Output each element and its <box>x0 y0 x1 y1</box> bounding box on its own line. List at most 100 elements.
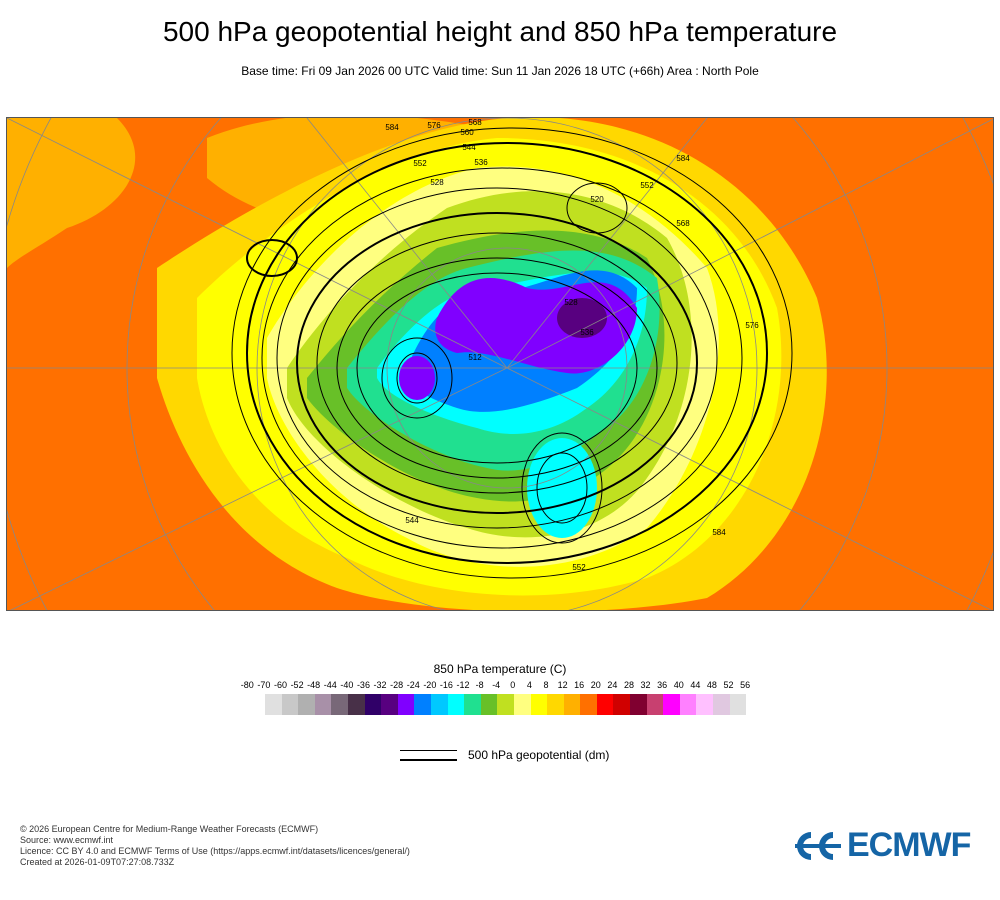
legend-tick-label: 8 <box>543 680 549 690</box>
legend-color-swatch <box>414 694 431 715</box>
legend-tick-label: -60 <box>273 680 287 690</box>
footer-credits: © 2026 European Centre for Medium-Range … <box>20 824 410 868</box>
legend-tick-label: 48 <box>706 680 717 690</box>
legend-color-swatch <box>596 694 614 715</box>
legend-color-swatch <box>663 694 680 715</box>
ecmwf-logo: ECMWF <box>795 826 971 865</box>
legend-tick-label: 20 <box>590 680 601 690</box>
legend-tick-label: -44 <box>323 680 337 690</box>
legend-tick-label: 0 <box>510 680 516 690</box>
contour-label: 528 <box>430 178 444 187</box>
legend-color-swatch <box>430 694 448 715</box>
legend-title: 850 hPa temperature (C) <box>433 662 567 676</box>
contour-label: 560 <box>460 128 474 137</box>
legend-tick-label: 12 <box>557 680 568 690</box>
legend-tick-label: 36 <box>657 680 668 690</box>
ecmwf-logo-icon <box>795 831 841 860</box>
legend-tick-label: 4 <box>526 680 532 690</box>
north-pole-map: 584 576 568 560 552 544 536 528 520 512 … <box>6 117 994 611</box>
geopotential-legend-label: 500 hPa geopotential (dm) <box>468 748 610 762</box>
legend-color-swatch <box>381 694 398 715</box>
contour-label: 536 <box>474 158 488 167</box>
legend-color-swatch <box>331 694 348 715</box>
legend-color-swatch <box>281 694 299 715</box>
contour-label: 584 <box>676 154 690 163</box>
legend-tick-label: -40 <box>340 680 354 690</box>
ecmwf-logo-text: ECMWF <box>847 826 971 864</box>
contour-label: 536 <box>580 328 594 337</box>
legend-tick-label: 32 <box>640 680 651 690</box>
source-line: Source: www.ecmwf.int <box>20 835 114 845</box>
legend-color-swatch <box>696 694 714 715</box>
contour-label: 552 <box>572 563 586 572</box>
legend-color-swatch <box>464 694 481 715</box>
legend-tick-label: -24 <box>406 680 420 690</box>
legend-ticks: -80 -70 -60 -52 -48 -44 -40 -36 -32 -28 -24 -20 -16-… <box>239 680 753 690</box>
legend-color-swatch <box>563 694 581 715</box>
legend-tick-label: -28 <box>390 680 404 690</box>
legend-color-swatch <box>314 694 332 715</box>
contour-label: 552 <box>640 181 654 190</box>
licence-line: Licence: CC BY 4.0 and ECMWF Terms of Us… <box>20 846 410 856</box>
legend-color-swatch <box>646 694 664 715</box>
created-line: Created at 2026-01-09T07:27:08.733Z <box>20 857 175 867</box>
legend-color-swatch <box>513 694 531 715</box>
contour-label: 568 <box>468 118 482 127</box>
legend-tick-label: -70 <box>257 680 271 690</box>
legend-tick-label: 16 <box>574 680 585 690</box>
legend-tick-label: 28 <box>623 680 634 690</box>
legend-tick-label: -80 <box>240 680 254 690</box>
map-canvas: 584 576 568 560 552 544 536 528 520 512 … <box>7 118 993 610</box>
legend-color-swatch <box>547 694 564 715</box>
purple-region <box>399 356 435 400</box>
legend-tick-label: 44 <box>690 680 701 690</box>
deep-purple-region <box>557 298 607 338</box>
legend-color-swatch <box>729 694 747 715</box>
legend-tick-label: -8 <box>475 680 484 690</box>
copyright-line: © 2026 European Centre for Medium-Range … <box>20 824 319 834</box>
legend-tick-label: -4 <box>492 680 501 690</box>
contour-label: 520 <box>590 195 604 204</box>
geopotential-legend: 500 hPa geopotential (dm) <box>400 748 609 762</box>
legend-color-swatch <box>613 694 631 715</box>
legend-colorbar <box>265 694 747 715</box>
legend-color-swatch <box>480 694 498 715</box>
contour-label: 584 <box>385 123 399 132</box>
legend-color-swatch <box>364 694 382 715</box>
contour-label: 544 <box>405 516 419 525</box>
contour-label: 512 <box>468 353 482 362</box>
contour-label: 528 <box>564 298 578 307</box>
contour-label: 584 <box>712 528 726 537</box>
legend-color-swatch <box>713 694 730 715</box>
legend-tick-label: -16 <box>439 680 453 690</box>
legend-tick-label: -36 <box>356 680 370 690</box>
contour-line-sample <box>400 748 457 762</box>
legend-tick-label: -52 <box>290 680 304 690</box>
contour-label: 576 <box>427 121 441 130</box>
legend-tick-label: -12 <box>456 680 470 690</box>
legend-color-swatch <box>679 694 697 715</box>
contour-labels: 584 576 568 560 552 544 536 528 520 512 … <box>385 118 759 572</box>
legend-tick-label: 52 <box>723 680 734 690</box>
geopotential-contours <box>231 127 793 579</box>
legend-color-swatch <box>447 694 465 715</box>
contour-label: 544 <box>462 143 476 152</box>
legend-color-swatch <box>630 694 647 715</box>
warm-patch <box>7 118 136 268</box>
chart-title: 500 hPa geopotential height and 850 hPa … <box>162 16 838 47</box>
legend-color-swatch <box>397 694 415 715</box>
contour-label: 552 <box>413 159 427 168</box>
legend-color-swatch <box>580 694 597 715</box>
legend-tick-label: 24 <box>607 680 618 690</box>
legend-tick-label: -20 <box>423 680 437 690</box>
chart-subtitle: Base time: Fri 09 Jan 2026 00 UTC Valid … <box>241 64 759 78</box>
legend-tick-label: -32 <box>373 680 387 690</box>
graticule <box>7 118 993 610</box>
legend-color-swatch <box>347 694 365 715</box>
legend-color-swatch <box>530 694 548 715</box>
contour-label: 568 <box>676 219 690 228</box>
legend-tick-label: 56 <box>740 680 751 690</box>
legend-color-swatch <box>497 694 514 715</box>
legend-tick-label: 40 <box>673 680 684 690</box>
legend-color-swatch <box>265 694 282 715</box>
